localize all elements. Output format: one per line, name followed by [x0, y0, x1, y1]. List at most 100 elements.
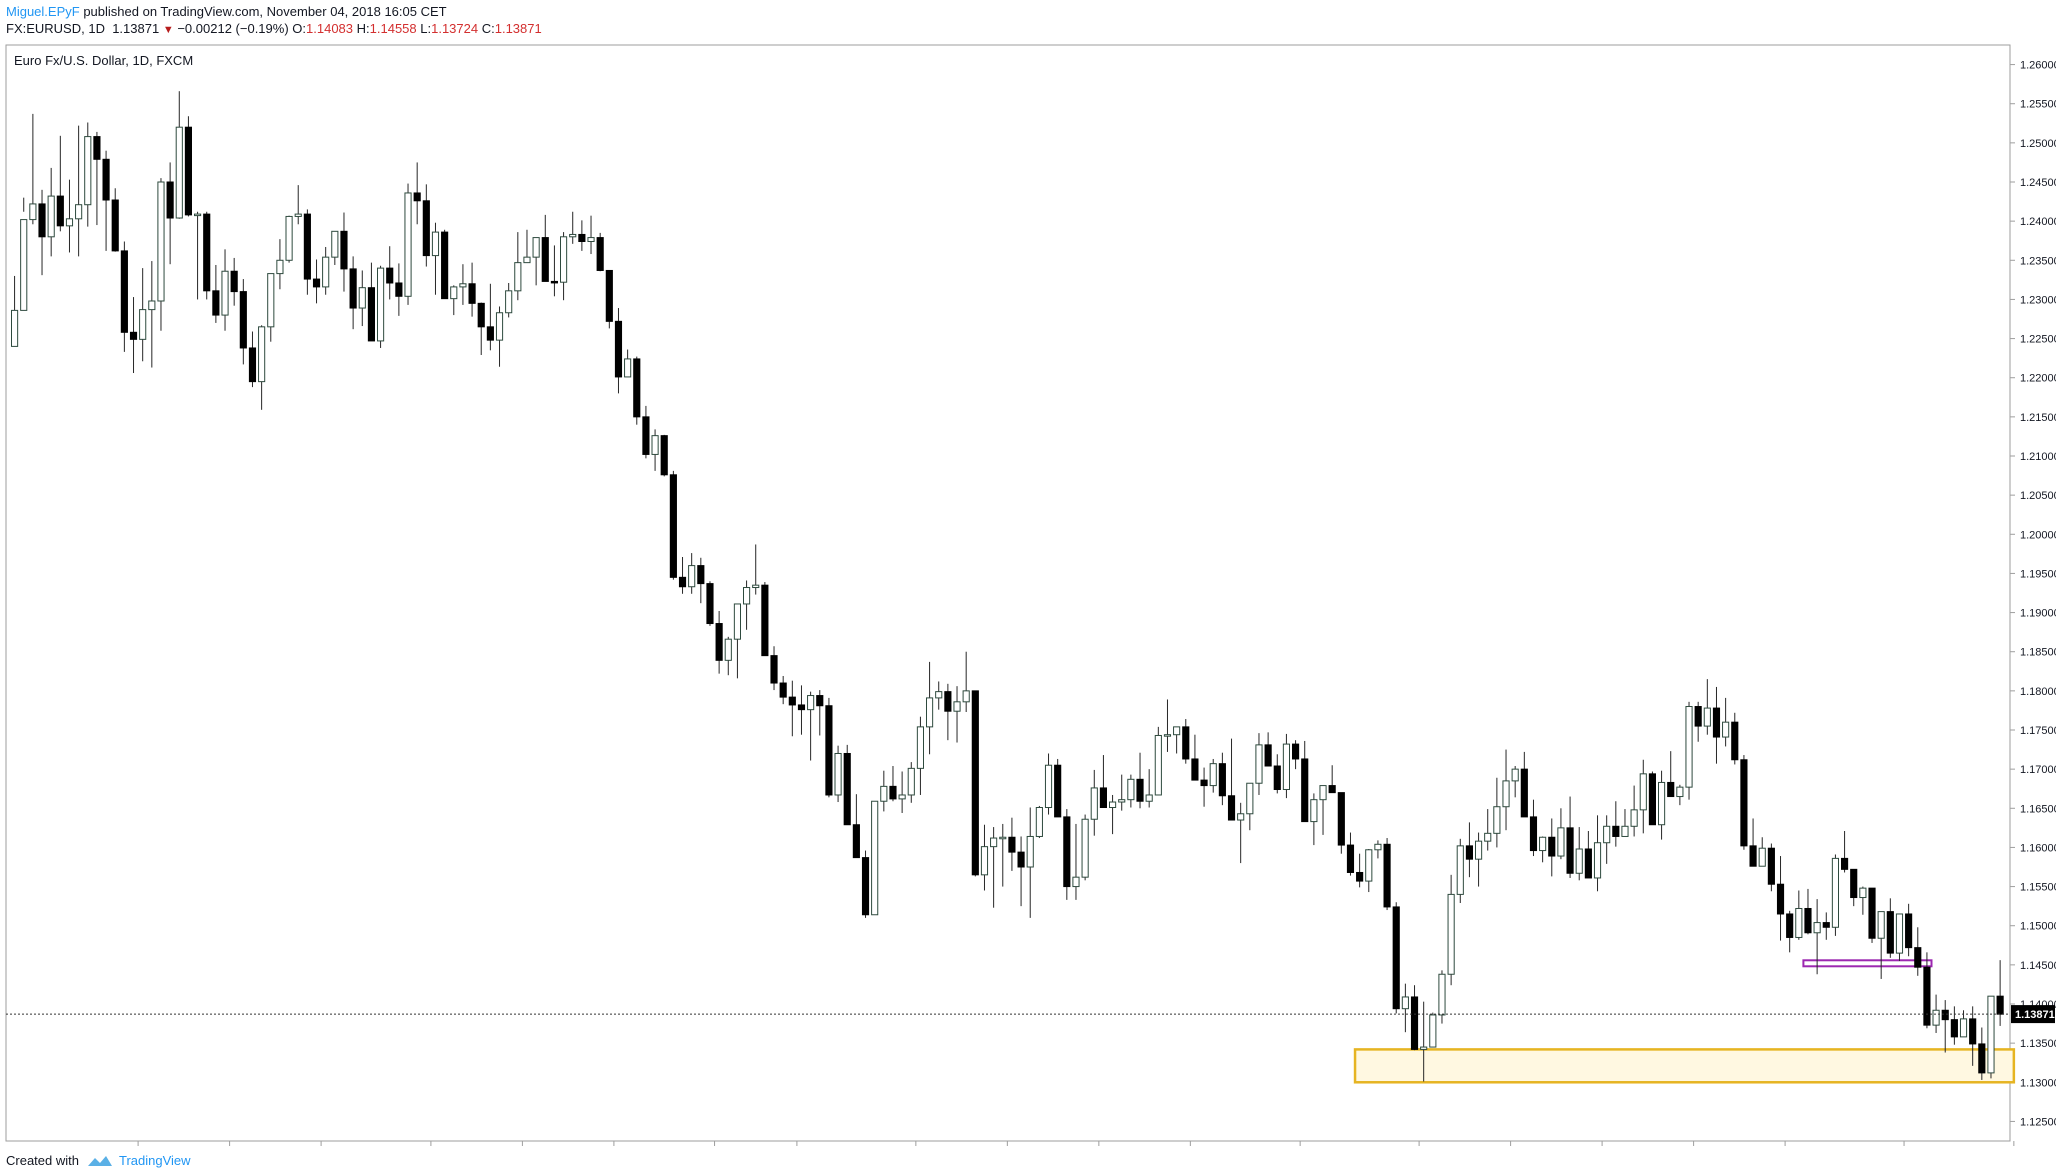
candle-body — [1218, 763, 1226, 797]
author-link[interactable]: Miguel.EPyF — [6, 4, 80, 19]
candle — [1410, 985, 1419, 1051]
candle — [1475, 832, 1483, 887]
candle-body — [1548, 836, 1556, 857]
candle — [230, 257, 238, 306]
candle — [871, 800, 879, 916]
candle-body — [1063, 816, 1071, 888]
candle-body — [1008, 836, 1016, 853]
candle — [1548, 818, 1556, 877]
candle — [340, 212, 348, 292]
candle — [1118, 774, 1126, 811]
candle-body — [1712, 707, 1721, 738]
candle-body — [514, 262, 522, 292]
candle-body — [1136, 778, 1144, 802]
price-label: 1.15500 — [2020, 882, 2056, 894]
candle-body — [1374, 843, 1382, 851]
candle — [642, 405, 650, 459]
candle-body — [230, 270, 238, 293]
candle — [1749, 818, 1757, 867]
candle-body — [962, 690, 970, 703]
candle-body — [1227, 795, 1236, 821]
candle-body — [624, 358, 632, 378]
candle — [1813, 899, 1821, 975]
candle-body — [340, 230, 348, 270]
candle-body — [331, 230, 339, 258]
price-label: 1.16500 — [2020, 803, 2056, 815]
candle — [294, 185, 302, 225]
candle-body — [1804, 907, 1812, 934]
candle — [1996, 960, 2004, 1026]
candle — [596, 232, 604, 272]
candle — [834, 745, 842, 803]
candle — [1603, 815, 1611, 864]
candle-body — [953, 701, 961, 712]
candle-body — [395, 282, 403, 297]
candle — [377, 265, 385, 348]
candle-body — [1914, 947, 1922, 968]
price-label: 1.21500 — [2020, 412, 2056, 424]
candle — [358, 270, 366, 327]
candle-body — [660, 435, 668, 476]
candle-body — [770, 655, 778, 684]
candle-body — [871, 800, 879, 916]
candle — [788, 680, 796, 737]
candle-body — [47, 195, 55, 238]
candlestick-chart[interactable]: Euro Fx/U.S. Dollar, 1D, FXCM 1.12500 1.1… — [0, 0, 2056, 1150]
candle — [1227, 738, 1236, 821]
candle — [386, 246, 394, 300]
candle — [221, 249, 229, 331]
candle-body — [1337, 792, 1345, 846]
candle-body — [1630, 809, 1638, 827]
candle-body — [1749, 845, 1757, 867]
candle — [1292, 740, 1300, 770]
candle-body — [349, 268, 357, 309]
candle — [1831, 854, 1839, 936]
candle — [1529, 799, 1538, 857]
candle — [971, 690, 979, 877]
candle-body — [1877, 911, 1885, 939]
candle — [1822, 912, 1830, 940]
candle-body — [1127, 778, 1135, 801]
chart-pane[interactable] — [5, 44, 2011, 1142]
candle — [1969, 1006, 1977, 1066]
price-axis[interactable]: 1.125001.130001.135001.140001.145001.150… — [2010, 60, 2056, 1129]
candle — [1575, 827, 1583, 881]
candle-body — [358, 287, 366, 309]
candle — [1612, 801, 1620, 847]
candle-body — [1447, 893, 1455, 975]
candle — [1932, 994, 1940, 1033]
candle-body — [1072, 876, 1080, 888]
support-zone[interactable] — [1353, 1048, 2016, 1084]
resistance-line[interactable] — [1802, 959, 1933, 968]
candle — [1447, 874, 1455, 986]
candle-body — [441, 231, 449, 300]
candle — [1722, 697, 1730, 747]
candle — [120, 241, 128, 352]
candle — [861, 850, 870, 918]
candle — [605, 269, 613, 329]
candle — [148, 261, 156, 368]
candle-body — [1795, 907, 1803, 938]
candle — [1163, 699, 1172, 752]
candle — [916, 716, 924, 795]
candle — [1310, 793, 1318, 846]
tradingview-link[interactable]: TradingView — [118, 1153, 191, 1168]
candle-body — [120, 250, 128, 333]
candle — [285, 215, 293, 263]
drawings[interactable] — [1353, 959, 2016, 1084]
candle — [550, 245, 558, 297]
candle — [962, 651, 970, 712]
candle — [514, 232, 522, 301]
candle — [1392, 902, 1400, 1014]
candle — [431, 222, 440, 295]
candle — [29, 113, 37, 225]
candle — [761, 582, 769, 657]
price-label: 1.25500 — [2020, 99, 2056, 111]
candle — [980, 824, 989, 891]
candle-body — [129, 331, 138, 340]
candle-body — [239, 291, 247, 349]
candle — [678, 556, 687, 594]
time-axis[interactable]: Feb14Mar19Apr16May14Jun18Jul16Aug20Sep17… — [129, 1141, 2020, 1150]
price-label: 1.13000 — [2020, 1077, 2056, 1089]
candle-body — [1703, 707, 1711, 727]
